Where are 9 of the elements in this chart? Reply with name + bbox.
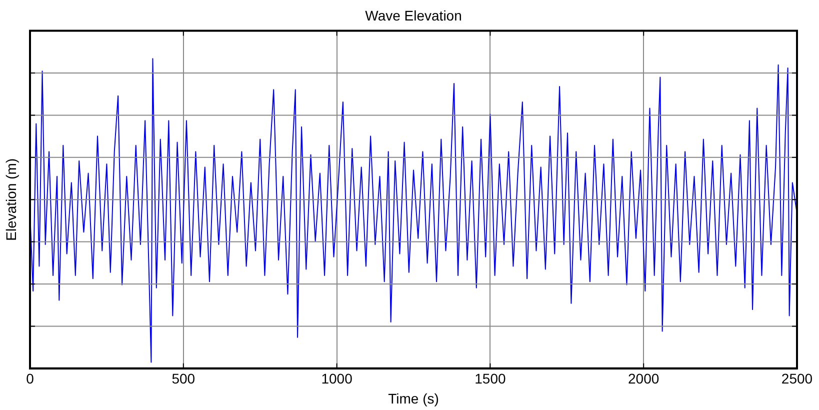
x-tick-label: 1000 xyxy=(321,370,353,387)
x-tick-label: 2000 xyxy=(628,370,660,387)
x-axis-title: Time (s) xyxy=(388,390,439,406)
x-tick-label: 500 xyxy=(172,370,196,387)
x-tick-label: 0 xyxy=(26,370,34,387)
chart-title: Wave Elevation xyxy=(365,7,462,24)
x-tick-label: 2500 xyxy=(781,370,813,387)
y-axis-title: Elevation (m) xyxy=(3,158,19,241)
x-tick-label: 1500 xyxy=(474,370,506,387)
